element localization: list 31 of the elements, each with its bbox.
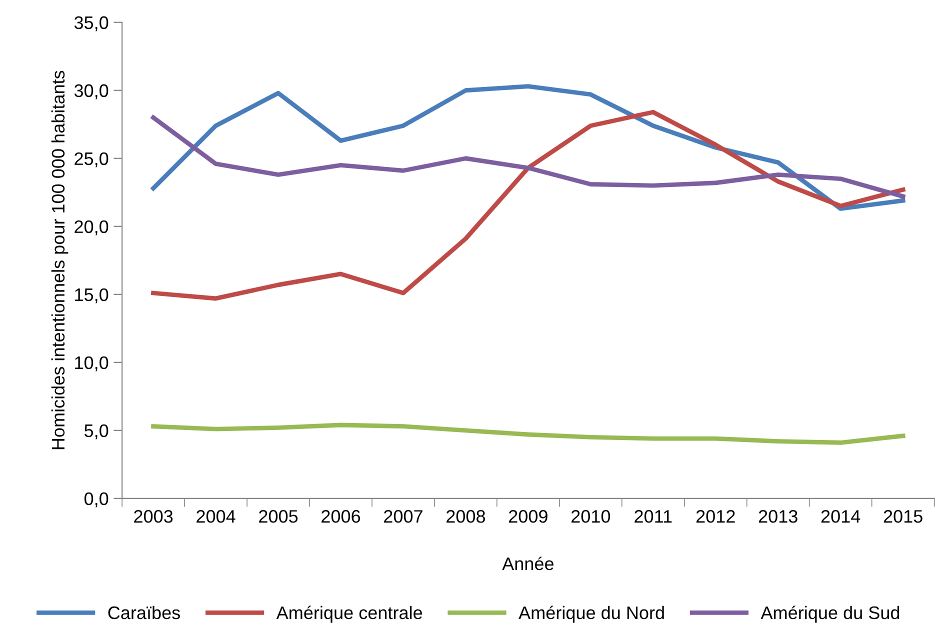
legend-label: Amérique du Nord: [518, 606, 664, 623]
x-tick-label: 2014: [821, 510, 860, 523]
y-tick-label: 10,0: [75, 356, 108, 372]
line-series: [151, 84, 906, 211]
x-tick-label: 2005: [259, 510, 298, 523]
line-series: [151, 422, 906, 445]
x-tick-label: 2007: [384, 510, 422, 523]
x-tick-label: 2012: [696, 510, 735, 523]
x-axis-title: Année: [502, 556, 554, 570]
y-tick-label: 30,0: [74, 84, 108, 100]
legend-label: Amérique du Sud: [760, 606, 900, 623]
y-tick-label: 15,0: [75, 288, 108, 304]
legend-label: Caraïbes: [108, 606, 180, 620]
x-tick-label: 2004: [196, 510, 236, 523]
x-tick-label: 2011: [634, 510, 672, 523]
x-tick-label: 2009: [509, 510, 548, 523]
line-series: [151, 115, 906, 199]
x-tick-label: 2003: [134, 510, 173, 523]
x-tick-label: 2015: [884, 510, 922, 523]
x-tick-label: 2010: [571, 510, 610, 523]
y-tick-label: 35,0: [74, 16, 108, 32]
y-tick-label: 20,0: [74, 220, 108, 236]
y-tick-label: 25,0: [74, 152, 108, 168]
x-tick-label: 2006: [322, 510, 360, 523]
x-tick-label: 2013: [758, 510, 798, 523]
line-series: [151, 110, 906, 301]
y-tick-label: 0,0: [84, 492, 108, 508]
y-axis-title: Homicides intentionnels pour 100 000 habitants: [51, 70, 68, 450]
legend-label: Amérique centrale: [276, 606, 422, 623]
x-tick-label: 2008: [446, 510, 486, 523]
y-tick-label: 5,0: [84, 424, 108, 440]
